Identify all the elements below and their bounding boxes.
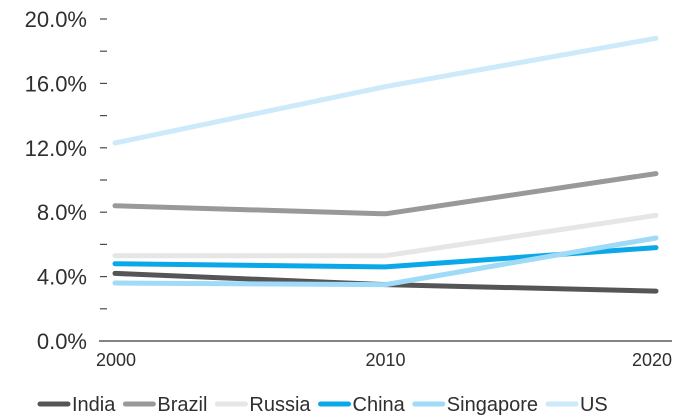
- y-tick-label: 12.0%: [25, 136, 87, 161]
- legend-item-russia: Russia: [214, 394, 311, 416]
- legend-item-china: China: [318, 394, 406, 416]
- legend-label: Singapore: [447, 394, 538, 416]
- series-layer: [112, 35, 659, 294]
- y-tick-label: 20.0%: [25, 7, 87, 32]
- legend: India Brazil Russia China Singapore US: [37, 394, 608, 416]
- legend-item-singapore: Singapore: [412, 394, 538, 416]
- axis-layer: 0.0% 4.0% 8.0% 12.0% 16.0% 20.0% 2000 2010 2020: [25, 7, 672, 370]
- legend-label: Brazil: [157, 394, 207, 416]
- x-tick-label: 2010: [365, 350, 405, 370]
- series-line-singapore: [112, 235, 659, 288]
- x-tick-label: 2020: [632, 350, 672, 370]
- series-line-us: [112, 35, 659, 146]
- series-line-russia: [112, 212, 659, 259]
- series-line-brazil: [112, 171, 659, 217]
- legend-label: India: [72, 394, 116, 416]
- legend-item-brazil: Brazil: [122, 394, 207, 416]
- legend-label: China: [353, 394, 406, 416]
- y-tick-label: 0.0%: [37, 329, 87, 354]
- x-tick-label: 2000: [96, 350, 136, 370]
- legend-label: Russia: [249, 394, 311, 416]
- legend-item-us: US: [545, 394, 608, 416]
- legend-item-india: India: [37, 394, 116, 416]
- legend-label: US: [580, 394, 608, 416]
- y-tick-label: 8.0%: [37, 200, 87, 225]
- y-tick-label: 16.0%: [25, 71, 87, 96]
- y-tick-label: 4.0%: [37, 265, 87, 290]
